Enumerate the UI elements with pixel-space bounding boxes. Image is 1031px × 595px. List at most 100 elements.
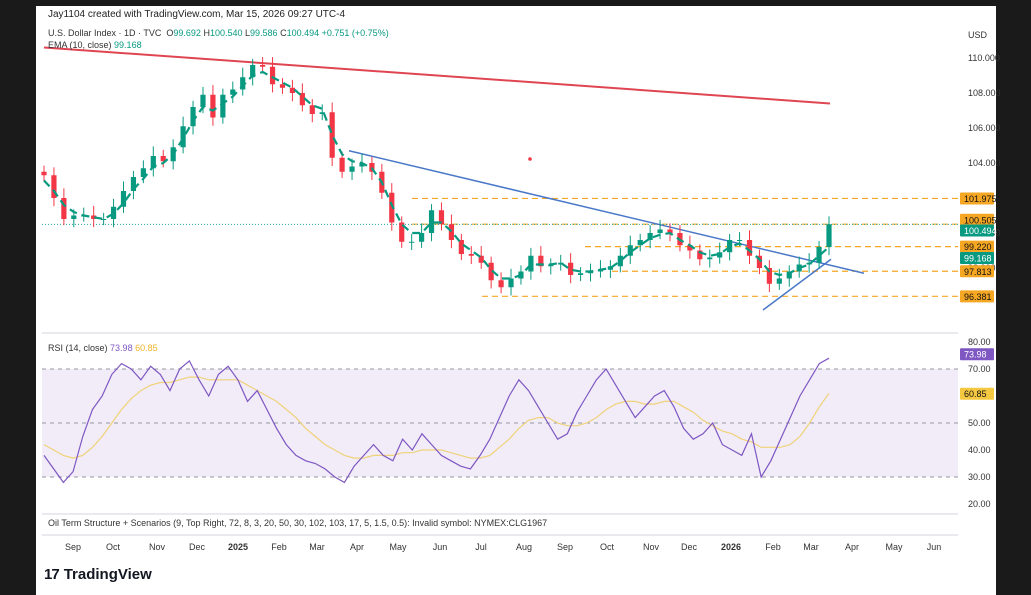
price-candle (299, 93, 305, 106)
level-badge-bg (960, 240, 994, 253)
price-candle (240, 77, 246, 90)
price-candle (697, 250, 703, 260)
price-candle (647, 233, 653, 240)
brand-name: TradingView (63, 566, 152, 583)
close-value: 100.494 (286, 28, 320, 38)
time-axis-tick: Mar (803, 542, 819, 552)
price-candle (438, 210, 445, 225)
time-axis-tick: Mar (309, 542, 325, 552)
level-badge-bg (960, 192, 994, 205)
price-candle (607, 266, 613, 270)
red-trend-line (43, 46, 831, 105)
rsi-value: 73.98 (110, 343, 133, 353)
tradingview-brand[interactable]: 17 TradingView (44, 566, 152, 583)
time-axis-tick: Sep (65, 542, 81, 552)
price-candle (458, 240, 464, 254)
change-value: +0.751 (+0.75%) (321, 28, 389, 38)
price-candle (657, 229, 663, 233)
time-axis-tick: May (885, 542, 903, 552)
indicator-error-text: Oil Term Structure + Scenarios (9, Top R… (48, 518, 548, 528)
price-axis-tick: 106.000 (968, 123, 1001, 133)
price-candle (220, 94, 226, 118)
ema-label: EMA (10, close) (48, 40, 112, 50)
ema-badge: 99.168 (964, 254, 992, 264)
price-candle (319, 112, 325, 114)
symbol-legend: U.S. Dollar Index · 1D · TVC O99.692 H10… (48, 28, 389, 38)
time-axis-tick: May (389, 542, 407, 552)
price-candle (667, 229, 673, 233)
price-candle (180, 126, 186, 148)
level-badge: 96.381 (964, 292, 992, 302)
price-candle (279, 84, 286, 88)
price-candle (101, 219, 107, 220)
price-candle (468, 254, 474, 256)
level-badge: 99.220 (964, 242, 992, 252)
price-candle (558, 262, 564, 265)
price-candle (120, 191, 127, 207)
rsi-value-badge: 73.98 (964, 350, 987, 360)
time-axis-tick: Oct (106, 542, 121, 552)
price-candle (61, 198, 67, 219)
price-candle (389, 192, 395, 223)
ema-legend: EMA (10, close) 99.168 (48, 40, 142, 50)
price-candle (339, 157, 345, 172)
price-candle (707, 257, 713, 260)
price-candle (816, 247, 822, 263)
level-badge: 97.813 (964, 267, 992, 277)
tradingview-logo-icon: 17 (44, 566, 60, 583)
low-label: L (245, 28, 251, 38)
price-axis-tick: 110.000 (968, 53, 1000, 63)
time-axis-tick: Oct (600, 542, 615, 552)
time-axis-tick: 2025 (228, 542, 248, 552)
rsi-axis-tick: 20.00 (968, 499, 991, 509)
symbol-name: U.S. Dollar Index · 1D · TVC (48, 28, 162, 38)
price-candle (637, 240, 643, 246)
price-candle (746, 240, 753, 256)
price-candle (210, 94, 216, 118)
price-candle (488, 262, 494, 281)
price-candle (349, 166, 355, 172)
high-value: 100.540 (209, 28, 243, 38)
price-candle (727, 240, 733, 253)
support-trend-line (762, 258, 832, 311)
price-candle (577, 273, 584, 275)
level-badge: 101.975 (964, 194, 997, 204)
price-candle (250, 65, 256, 78)
chart-credit: Jay1104 created with TradingView.com, Ma… (48, 9, 346, 20)
rsi-ma-value: 60.85 (135, 343, 158, 353)
time-axis-tick: Apr (350, 542, 364, 552)
rsi-axis-tick: 70.00 (968, 364, 991, 374)
price-candle (498, 280, 504, 288)
level-badge-bg (960, 265, 994, 278)
time-axis-tick: Jun (433, 542, 448, 552)
price-candle (717, 252, 723, 258)
annotation-dot (528, 157, 532, 161)
price-axis-tick: 108.000 (968, 88, 1001, 98)
price-candle (399, 222, 405, 242)
time-axis-tick: Aug (516, 542, 532, 552)
price-candle (756, 255, 763, 268)
price-candle (478, 255, 484, 263)
price-candle (617, 255, 623, 267)
price-candle (627, 245, 633, 256)
price-candle (826, 224, 832, 247)
last-price-badge-bg (960, 224, 994, 237)
price-candle (230, 89, 236, 95)
price-candle (766, 268, 772, 284)
open-label: O (166, 28, 174, 38)
price-candle (190, 107, 196, 127)
price-candle (329, 112, 335, 158)
price-candle (289, 87, 296, 93)
rsi-ma-badge-bg (960, 387, 994, 400)
price-candle (309, 105, 315, 114)
ema-value: 99.168 (114, 40, 142, 50)
price-candle (508, 278, 514, 288)
rsi-value-badge-bg (960, 348, 994, 361)
price-candle (160, 156, 166, 162)
price-candle (260, 65, 266, 67)
time-axis-tick: Sep (557, 542, 573, 552)
time-axis-tick: Apr (845, 542, 859, 552)
level-badge: 100.505 (964, 215, 997, 225)
price-candle (71, 215, 77, 219)
